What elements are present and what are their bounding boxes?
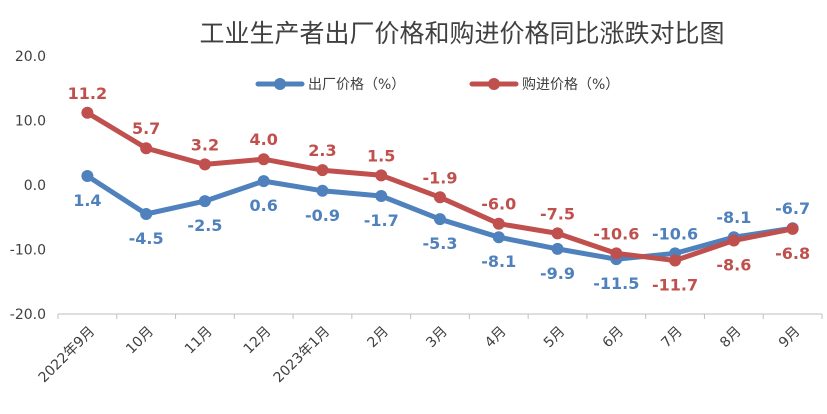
data-label: -10.6 bbox=[593, 224, 639, 243]
data-point bbox=[140, 142, 153, 155]
x-tick-label: 11月 bbox=[182, 324, 216, 358]
x-tick-label: 2023年1月 bbox=[271, 324, 334, 387]
data-label: -7.5 bbox=[540, 204, 575, 223]
data-label: -0.9 bbox=[305, 206, 340, 225]
x-tick-label: 3月 bbox=[423, 324, 451, 352]
data-point bbox=[551, 227, 564, 240]
data-point bbox=[492, 231, 505, 244]
data-label: 1.5 bbox=[367, 146, 395, 165]
x-tick-label: 6月 bbox=[600, 324, 628, 352]
data-label: -6.0 bbox=[481, 195, 516, 214]
data-label: -6.8 bbox=[775, 244, 810, 263]
data-label: 11.2 bbox=[68, 84, 107, 103]
x-tick-label: 9月 bbox=[776, 324, 804, 352]
y-tick-label: -20.0 bbox=[10, 307, 46, 323]
data-label: 2.3 bbox=[308, 141, 336, 160]
data-label: -4.5 bbox=[129, 229, 164, 248]
data-point bbox=[375, 169, 388, 182]
data-label: 4.0 bbox=[250, 130, 278, 149]
x-tick-label: 2022年9月 bbox=[36, 324, 99, 387]
data-point bbox=[434, 213, 446, 226]
y-tick-label: -10.0 bbox=[10, 243, 46, 259]
data-label: -5.3 bbox=[423, 234, 458, 253]
data-label: -11.5 bbox=[593, 274, 639, 293]
data-point bbox=[727, 234, 740, 247]
data-point bbox=[257, 153, 270, 166]
data-point bbox=[81, 169, 94, 182]
data-point bbox=[140, 208, 153, 221]
data-point bbox=[434, 191, 446, 204]
legend-swatch-marker bbox=[488, 78, 500, 90]
data-point bbox=[492, 217, 505, 230]
legend: 出厂价格（%） 购进价格（%） bbox=[255, 77, 619, 93]
chart-title: 工业生产者出厂价格和购进价格同比涨跌对比图 bbox=[199, 19, 724, 48]
data-point bbox=[786, 222, 799, 235]
data-label: -11.7 bbox=[652, 275, 698, 294]
data-label: -6.7 bbox=[775, 199, 810, 218]
data-point bbox=[316, 164, 329, 177]
data-labels-layer: 1.4-4.5-2.50.6-0.9 -1.7-5.3-8.1-9.9-11.5-… bbox=[68, 84, 810, 295]
data-point bbox=[81, 106, 94, 119]
x-tick-label: 8月 bbox=[717, 324, 745, 352]
data-label: -1.7 bbox=[364, 211, 399, 230]
data-label: -1.9 bbox=[423, 168, 458, 187]
data-point bbox=[551, 242, 564, 255]
data-label: 5.7 bbox=[132, 119, 160, 138]
series-layer bbox=[81, 106, 799, 267]
y-tick-label: 20.0 bbox=[15, 49, 46, 65]
y-tick-label: 10.0 bbox=[15, 114, 46, 130]
data-label: -10.6 bbox=[652, 224, 698, 243]
data-label: 3.2 bbox=[191, 135, 219, 154]
data-point bbox=[257, 175, 270, 188]
y-axis: 20.0 10.0 0.0 -10.0 -20.0 bbox=[10, 49, 46, 323]
data-label: -2.5 bbox=[187, 216, 222, 235]
legend-label: 购进价格（%） bbox=[522, 77, 619, 93]
y-tick-label: 0.0 bbox=[24, 178, 46, 194]
x-tick-label: 2月 bbox=[365, 324, 393, 352]
x-tick-label: 7月 bbox=[658, 324, 686, 352]
data-label: 1.4 bbox=[73, 191, 101, 210]
data-label: -8.6 bbox=[716, 255, 751, 274]
data-label: -8.1 bbox=[716, 208, 751, 227]
data-point bbox=[375, 189, 388, 202]
data-label: -9.9 bbox=[540, 264, 575, 283]
x-tick-label: 5月 bbox=[541, 324, 569, 352]
legend-label: 出厂价格（%） bbox=[308, 77, 405, 93]
data-point bbox=[198, 158, 211, 171]
data-point bbox=[198, 195, 211, 208]
x-tick-label: 10月 bbox=[123, 324, 157, 358]
data-point bbox=[610, 247, 623, 260]
data-label: 0.6 bbox=[250, 196, 278, 215]
legend-swatch-marker bbox=[274, 78, 286, 90]
data-point bbox=[669, 254, 682, 267]
data-label: -8.1 bbox=[481, 252, 516, 271]
x-tick-label: 12月 bbox=[241, 324, 275, 358]
x-tick-label: 4月 bbox=[482, 324, 510, 352]
data-point bbox=[316, 184, 329, 197]
